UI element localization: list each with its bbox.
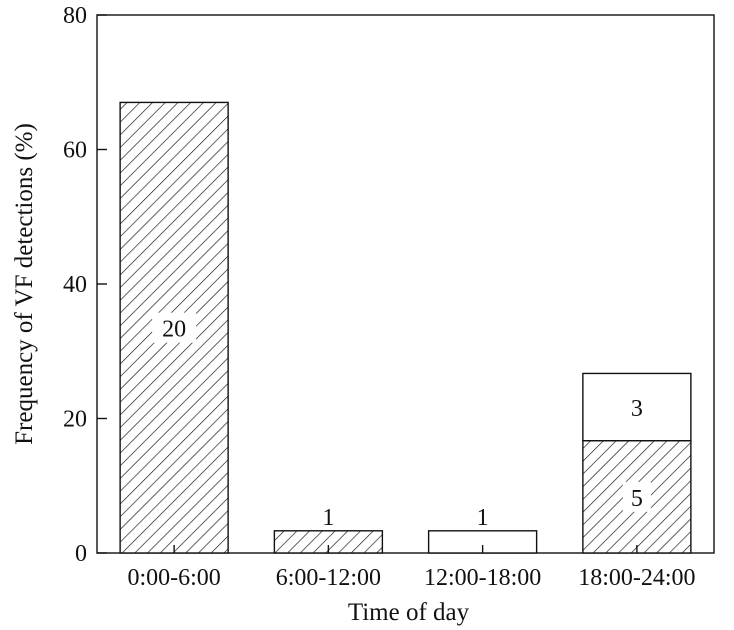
- y-tick-label: 0: [75, 541, 87, 567]
- data-label-bg: [152, 312, 197, 343]
- x-axis-title: Time of day: [348, 599, 470, 626]
- y-tick-label: 20: [63, 407, 87, 433]
- data-label: 3: [631, 396, 643, 422]
- data-label-bg: [622, 481, 651, 512]
- axes: 0 20 40 60 80 0:00-6:00 6:00-12:00 12:00-18:00 1…: [11, 3, 696, 626]
- y-axis-title: Frequency of VF detections (%): [11, 123, 38, 445]
- data-label: 1: [477, 505, 489, 531]
- data-label: 20: [162, 317, 186, 343]
- y-tick-label: 80: [63, 3, 87, 29]
- x-tick-label: 18:00-24:00: [578, 565, 695, 591]
- data-label: 5: [631, 486, 643, 512]
- data-labels: 20 1 1 5 3: [152, 312, 651, 531]
- x-tick-label: 0:00-6:00: [127, 565, 220, 591]
- x-tick-label: 12:00-18:00: [424, 565, 541, 591]
- bars: [119, 101, 692, 554]
- bar-hatched-0: [119, 101, 229, 554]
- y-tick-label: 40: [63, 272, 87, 298]
- bar-open-3: [582, 372, 692, 442]
- data-label: 1: [322, 505, 334, 531]
- y-tick-label: 60: [63, 138, 87, 164]
- x-tick-label: 6:00-12:00: [276, 565, 381, 591]
